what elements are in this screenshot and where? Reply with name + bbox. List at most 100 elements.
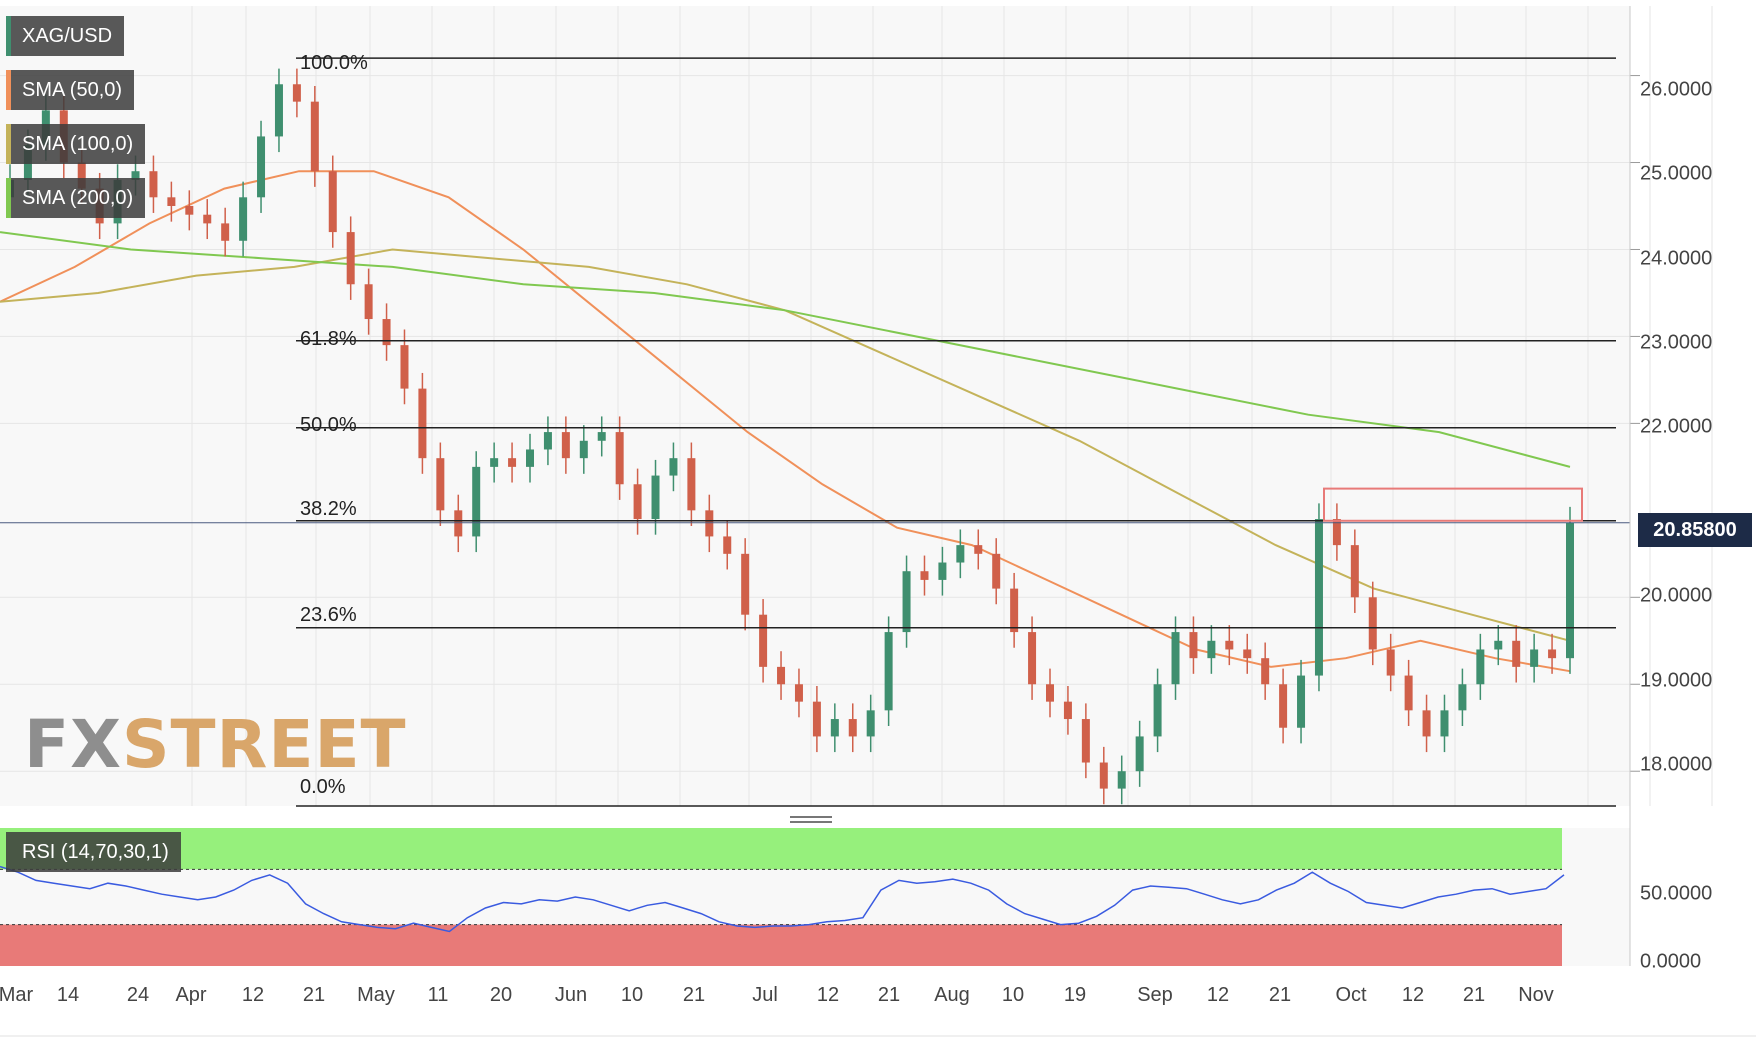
y-tick-26: 26.0000 <box>1640 78 1713 101</box>
candle-body <box>561 432 570 459</box>
x-tick-label: Oct <box>1335 984 1367 1006</box>
candle-body <box>687 458 696 511</box>
fib-label-23-6: 23.6% <box>300 604 357 626</box>
candle-body <box>472 466 481 537</box>
candle-body <box>1422 710 1431 737</box>
candle-body <box>274 84 283 137</box>
candle-body <box>1063 701 1072 720</box>
x-tick-label: 24 <box>126 984 150 1006</box>
candle-body <box>956 545 965 563</box>
panel-resize-handle[interactable] <box>790 816 832 823</box>
legend-rsi-label: RSI (14,70,30,1) <box>22 841 169 863</box>
candle-body <box>1494 640 1503 650</box>
candle-body <box>1566 522 1574 659</box>
candle-body <box>1171 632 1180 685</box>
candle-body <box>579 440 588 459</box>
candle-body <box>1386 649 1395 676</box>
candle-body <box>938 562 947 580</box>
x-tick-label: 10 <box>620 984 644 1006</box>
candle-body <box>1476 649 1485 685</box>
candle-body <box>1350 545 1359 598</box>
x-tick-label: Aug <box>934 984 970 1006</box>
x-tick-label: 12 <box>1206 984 1230 1006</box>
x-tick-label: Jul <box>752 984 778 1006</box>
candle-body <box>992 553 1001 589</box>
candle-body <box>1099 762 1108 789</box>
fxstreet-logo: FXSTREET <box>24 706 407 783</box>
candle-body <box>1153 684 1162 737</box>
candle-body <box>257 136 266 198</box>
x-tick-label: 12 <box>816 984 840 1006</box>
candle-body <box>1458 684 1467 711</box>
candle-body <box>1117 771 1126 789</box>
candle-body <box>454 510 463 537</box>
candle-body <box>221 223 230 241</box>
candle-body <box>615 432 624 485</box>
candle-body <box>1225 640 1234 650</box>
candle-body <box>203 214 212 224</box>
candle-body <box>310 101 319 172</box>
candle-body <box>400 345 409 389</box>
candle-body <box>436 458 445 511</box>
legend-swatch-sma100 <box>6 124 11 164</box>
candle-body <box>759 614 768 667</box>
rsi-line <box>0 865 1565 933</box>
candle-body <box>794 684 803 702</box>
candle-body <box>382 319 391 346</box>
candle-body <box>149 171 158 198</box>
candle-body <box>1530 649 1539 667</box>
rsi-tick-0: 0.0000 <box>1640 950 1702 973</box>
x-tick-label: 21 <box>302 984 326 1006</box>
legend-sma50-label: SMA (50,0) <box>22 79 123 101</box>
x-tick-label: 19 <box>1063 984 1087 1006</box>
legend-sma200-label: SMA (200,0) <box>22 187 134 209</box>
candle-body <box>1279 684 1288 728</box>
candle-body <box>1548 649 1557 659</box>
candle-body <box>1207 640 1216 659</box>
candle-body <box>167 197 176 206</box>
x-tick-label: 11 <box>427 984 449 1006</box>
legend-symbol: XAG/USD <box>6 16 125 56</box>
fib-label-100: 100.0% <box>300 52 368 74</box>
legend-swatch-candles <box>6 16 11 56</box>
sma-200-line <box>0 231 1571 468</box>
candle-body <box>1261 658 1270 685</box>
candle-body <box>1368 597 1377 650</box>
legend-swatch-sma200 <box>6 178 11 218</box>
candle-body <box>1512 640 1521 667</box>
candle-body <box>669 458 678 476</box>
candle-body <box>777 666 786 685</box>
rsi-oversold-zone <box>0 924 1562 966</box>
candle-body <box>848 719 857 737</box>
x-tick-label: 21 <box>682 984 706 1006</box>
candle-body <box>1332 519 1341 546</box>
x-tick-label: 12 <box>1401 984 1425 1006</box>
y-tick-25: 25.0000 <box>1640 162 1713 185</box>
y-tick-19: 19.0000 <box>1640 669 1713 692</box>
candlesticks <box>6 68 1574 805</box>
candle-body <box>1297 675 1306 728</box>
candle-body <box>1189 632 1198 659</box>
rsi-tick-50: 50.0000 <box>1640 882 1713 905</box>
x-tick-label: 14 <box>56 984 80 1006</box>
candle-body <box>543 432 552 450</box>
y-tick-20: 20.0000 <box>1640 584 1713 607</box>
fib-label-50: 50.0% <box>300 414 357 436</box>
rsi-zones <box>0 828 1562 966</box>
x-tick-label: 21 <box>877 984 901 1006</box>
candle-body <box>1314 519 1323 676</box>
candle-body <box>508 458 517 467</box>
candle-body <box>830 719 839 737</box>
price-panel-background <box>0 6 1630 806</box>
candle-body <box>920 571 929 580</box>
candle-body <box>705 510 714 537</box>
candle-body <box>239 197 248 241</box>
current-price-badge: 20.85800 <box>1638 513 1752 547</box>
x-tick-label: 21 <box>1268 984 1292 1006</box>
legend-symbol-label: XAG/USD <box>22 25 113 47</box>
rsi-overbought-zone <box>0 828 1562 870</box>
legend-sma200: SMA (200,0) <box>6 178 146 218</box>
x-tick-label: Jun <box>554 984 588 1006</box>
logo-street: STREET <box>121 706 407 783</box>
